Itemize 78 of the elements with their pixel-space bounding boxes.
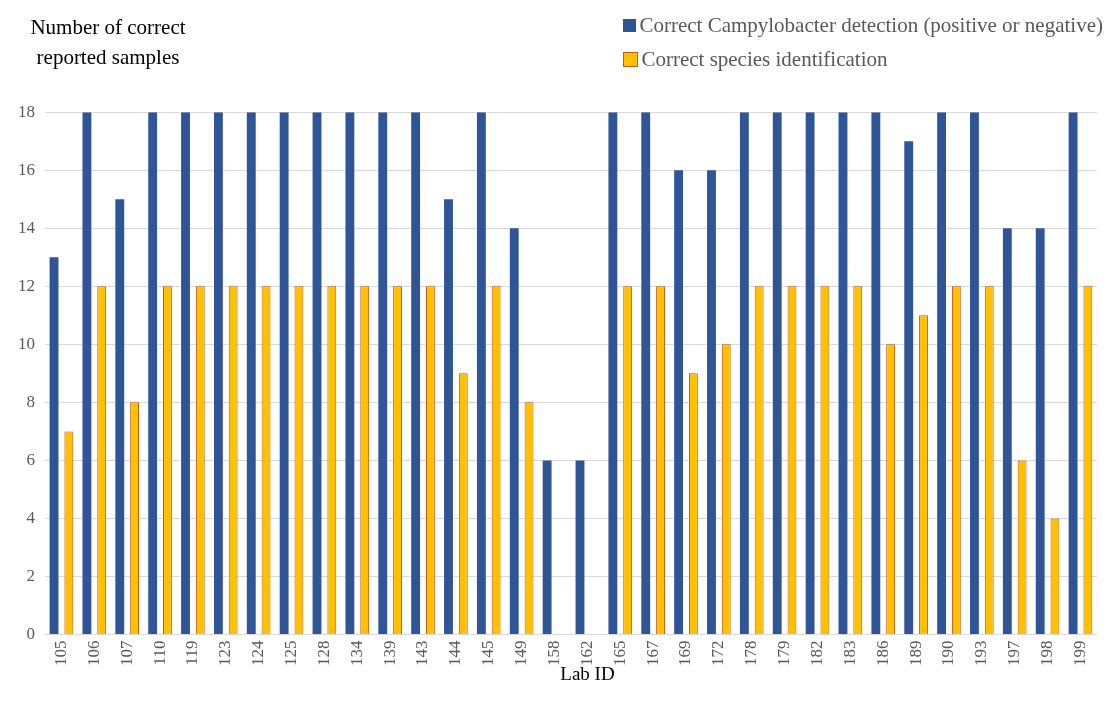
x-tick-label: 144 (445, 640, 465, 666)
x-tick-label: 124 (248, 640, 268, 666)
y-tick-label: 4 (26, 507, 36, 527)
y-tick-label: 14 (18, 217, 36, 237)
x-tick-label: 158 (543, 640, 563, 666)
bar (970, 112, 979, 634)
x-tick-label: 172 (708, 640, 728, 666)
x-tick-label: 162 (576, 640, 596, 666)
x-tick-label: 167 (642, 640, 662, 666)
legend-label: Correct species identification (641, 46, 888, 73)
y-tick-label: 12 (18, 275, 35, 295)
x-tick-label: 143 (412, 640, 432, 666)
bar (641, 112, 651, 634)
bar (444, 199, 453, 634)
x-tick-label: 145 (478, 640, 498, 666)
y-tick-label: 8 (26, 391, 35, 411)
bar (674, 170, 684, 634)
x-tick-label: 197 (1004, 640, 1024, 666)
bar (345, 112, 355, 634)
bar (871, 112, 881, 634)
bar (1002, 228, 1012, 634)
x-tick-label: 123 (215, 640, 235, 666)
bar (49, 257, 59, 634)
x-tick-label: 186 (872, 640, 892, 666)
bar (279, 112, 289, 634)
bar (213, 112, 223, 634)
x-tick-label: 105 (50, 640, 70, 666)
bar (707, 170, 716, 634)
x-tick-label: 119 (182, 640, 202, 666)
x-tick-label: 199 (1069, 640, 1089, 666)
y-axis-title: Number of correct reported samples (29, 14, 187, 71)
bar (772, 112, 782, 634)
bar (904, 141, 914, 634)
bar (838, 112, 848, 634)
bar (115, 199, 125, 634)
x-tick-label: 189 (905, 640, 925, 666)
x-tick-label: 110 (149, 640, 169, 666)
bar (312, 112, 322, 634)
bar (608, 112, 618, 634)
bar (805, 112, 815, 634)
bar (82, 112, 92, 634)
bar (476, 112, 486, 634)
y-tick-label: 16 (18, 159, 35, 179)
bar (542, 460, 552, 634)
x-tick-label: 193 (971, 640, 991, 666)
bar (411, 112, 421, 634)
x-tick-label: 107 (116, 640, 136, 666)
bar (739, 112, 749, 634)
bar (1068, 112, 1078, 634)
bar (937, 112, 947, 634)
legend-label: Correct Campylobacter detection (positive or negative) (639, 12, 1103, 39)
x-tick-label: 169 (675, 640, 695, 666)
x-tick-label: 149 (511, 640, 531, 666)
bar (246, 112, 256, 634)
y-tick-label: 18 (18, 101, 35, 121)
x-tick-label: 134 (346, 640, 366, 666)
bar (378, 112, 388, 634)
bar (575, 460, 585, 634)
bar (148, 112, 158, 634)
x-tick-label: 190 (938, 640, 958, 666)
x-tick-label: 183 (839, 640, 859, 666)
y-tick-label: 10 (18, 333, 35, 353)
x-axis-title: Lab ID (560, 663, 615, 684)
x-tick-label: 182 (806, 640, 826, 666)
bar (181, 112, 190, 634)
y-tick-label: 6 (26, 449, 35, 469)
x-tick-label: 106 (83, 640, 103, 666)
x-tick-label: 128 (313, 640, 333, 666)
bar (1035, 228, 1045, 634)
x-tick-label: 178 (741, 640, 761, 666)
x-tick-label: 125 (281, 640, 301, 666)
x-tick-label: 139 (379, 640, 399, 666)
y-tick-label: 0 (26, 623, 35, 643)
y-tick-label: 2 (26, 565, 35, 585)
x-tick-label: 165 (609, 640, 629, 666)
x-tick-label: 198 (1037, 640, 1057, 666)
bar (509, 228, 519, 634)
x-tick-label: 179 (774, 640, 794, 666)
